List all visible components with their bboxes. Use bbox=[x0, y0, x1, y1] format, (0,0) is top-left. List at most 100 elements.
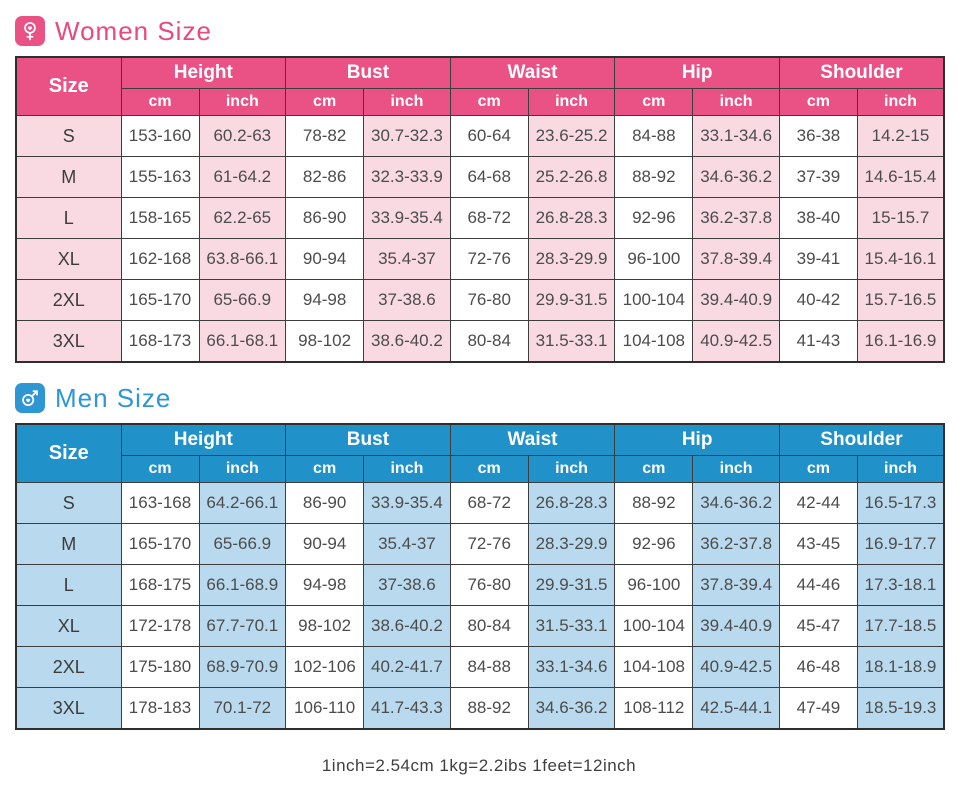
size-cell: XL bbox=[15, 238, 122, 280]
data-cell: 33.1-34.6 bbox=[692, 115, 780, 157]
data-cell: 72-76 bbox=[449, 238, 529, 280]
data-cell: 88-92 bbox=[614, 482, 694, 524]
size-cell: M bbox=[15, 156, 122, 198]
data-cell: 35.4-37 bbox=[363, 238, 451, 280]
data-cell: 28.3-29.9 bbox=[527, 523, 616, 565]
data-cell: 34.6-36.2 bbox=[527, 687, 616, 730]
data-cell: 66.1-68.1 bbox=[198, 320, 287, 363]
data-cell: 41-43 bbox=[778, 320, 858, 363]
group-header-waist: Waist bbox=[449, 56, 616, 89]
data-cell: 60-64 bbox=[449, 115, 529, 157]
data-cell: 40-42 bbox=[778, 279, 858, 321]
data-cell: 16.9-17.7 bbox=[856, 523, 945, 565]
data-cell: 65-66.9 bbox=[198, 279, 287, 321]
data-cell: 61-64.2 bbox=[198, 156, 287, 198]
data-cell: 92-96 bbox=[614, 523, 694, 565]
unit-header-inch: inch bbox=[692, 88, 780, 116]
data-cell: 60.2-63 bbox=[198, 115, 287, 157]
unit-header-inch: inch bbox=[692, 455, 780, 483]
data-cell: 39-41 bbox=[778, 238, 858, 280]
size-column-header: Size bbox=[15, 423, 122, 483]
data-cell: 43-45 bbox=[778, 523, 858, 565]
data-cell: 104-108 bbox=[614, 320, 694, 363]
data-cell: 30.7-32.3 bbox=[363, 115, 451, 157]
data-cell: 175-180 bbox=[120, 646, 200, 688]
table-row: 3XL 168-173 66.1-68.1 98-102 38.6-40.2 80-84 3… bbox=[15, 320, 945, 363]
unit-header-cm: cm bbox=[778, 88, 858, 116]
data-cell: 178-183 bbox=[120, 687, 200, 730]
data-cell: 38.6-40.2 bbox=[363, 605, 451, 647]
unit-header-inch: inch bbox=[198, 88, 287, 116]
data-cell: 94-98 bbox=[285, 279, 365, 321]
group-header-height: Height bbox=[120, 423, 287, 456]
data-cell: 16.5-17.3 bbox=[856, 482, 945, 524]
unit-header-inch: inch bbox=[527, 88, 616, 116]
unit-header-inch: inch bbox=[856, 88, 945, 116]
size-cell: M bbox=[15, 523, 122, 565]
data-cell: 31.5-33.1 bbox=[527, 320, 616, 363]
data-cell: 42-44 bbox=[778, 482, 858, 524]
data-cell: 39.4-40.9 bbox=[692, 605, 780, 647]
table-row: L 168-175 66.1-68.9 94-98 37-38.6 76-80 29.9-3… bbox=[15, 564, 945, 606]
unit-header-inch: inch bbox=[856, 455, 945, 483]
women-size-header: Women Size bbox=[15, 14, 957, 48]
data-cell: 45-47 bbox=[778, 605, 858, 647]
data-cell: 26.8-28.3 bbox=[527, 482, 616, 524]
data-cell: 76-80 bbox=[449, 279, 529, 321]
data-cell: 153-160 bbox=[120, 115, 200, 157]
data-cell: 165-170 bbox=[120, 523, 200, 565]
data-cell: 36-38 bbox=[778, 115, 858, 157]
data-cell: 88-92 bbox=[614, 156, 694, 198]
unit-header-cm: cm bbox=[449, 455, 529, 483]
data-cell: 67.7-70.1 bbox=[198, 605, 287, 647]
size-cell: XL bbox=[15, 605, 122, 647]
data-cell: 163-168 bbox=[120, 482, 200, 524]
size-cell: 3XL bbox=[15, 320, 122, 363]
table-row: M 155-163 61-64.2 82-86 32.3-33.9 64-68 25.2-2… bbox=[15, 156, 945, 198]
size-cell: 3XL bbox=[15, 687, 122, 730]
men-size-title: Men Size bbox=[55, 382, 172, 413]
data-cell: 98-102 bbox=[285, 605, 365, 647]
table-row: L 158-165 62.2-65 86-90 33.9-35.4 68-72 26.8-2… bbox=[15, 197, 945, 239]
data-cell: 82-86 bbox=[285, 156, 365, 198]
group-header-bust: Bust bbox=[285, 56, 451, 89]
data-cell: 37-38.6 bbox=[363, 279, 451, 321]
data-cell: 42.5-44.1 bbox=[692, 687, 780, 730]
unit-header-cm: cm bbox=[285, 88, 365, 116]
data-cell: 162-168 bbox=[120, 238, 200, 280]
women-size-section: Women Size Size Height Bust Waist Hip Shoulde… bbox=[15, 14, 957, 363]
size-cell: 2XL bbox=[15, 646, 122, 688]
men-size-header: Men Size bbox=[15, 381, 957, 415]
unit-header-cm: cm bbox=[614, 455, 694, 483]
size-cell: L bbox=[15, 564, 122, 606]
unit-header-cm: cm bbox=[778, 455, 858, 483]
data-cell: 102-106 bbox=[285, 646, 365, 688]
data-cell: 68.9-70.9 bbox=[198, 646, 287, 688]
data-cell: 15.4-16.1 bbox=[856, 238, 945, 280]
data-cell: 90-94 bbox=[285, 238, 365, 280]
data-cell: 33.9-35.4 bbox=[363, 482, 451, 524]
men-size-section: Men Size Size Height Bust Waist Hip Shoulder c… bbox=[15, 381, 957, 730]
unit-header-cm: cm bbox=[614, 88, 694, 116]
data-cell: 80-84 bbox=[449, 320, 529, 363]
data-cell: 158-165 bbox=[120, 197, 200, 239]
data-cell: 37-38.6 bbox=[363, 564, 451, 606]
unit-header-inch: inch bbox=[363, 88, 451, 116]
data-cell: 26.8-28.3 bbox=[527, 197, 616, 239]
data-cell: 96-100 bbox=[614, 238, 694, 280]
table-row: XL 162-168 63.8-66.1 90-94 35.4-37 72-76 28.3-… bbox=[15, 238, 945, 280]
unit-header-inch: inch bbox=[527, 455, 616, 483]
data-cell: 36.2-37.8 bbox=[692, 197, 780, 239]
data-cell: 68-72 bbox=[449, 197, 529, 239]
data-cell: 106-110 bbox=[285, 687, 365, 730]
data-cell: 104-108 bbox=[614, 646, 694, 688]
group-header-height: Height bbox=[120, 56, 287, 89]
data-cell: 100-104 bbox=[614, 279, 694, 321]
size-cell: S bbox=[15, 115, 122, 157]
group-header-bust: Bust bbox=[285, 423, 451, 456]
data-cell: 168-173 bbox=[120, 320, 200, 363]
data-cell: 33.1-34.6 bbox=[527, 646, 616, 688]
data-cell: 34.6-36.2 bbox=[692, 156, 780, 198]
data-cell: 80-84 bbox=[449, 605, 529, 647]
data-cell: 78-82 bbox=[285, 115, 365, 157]
